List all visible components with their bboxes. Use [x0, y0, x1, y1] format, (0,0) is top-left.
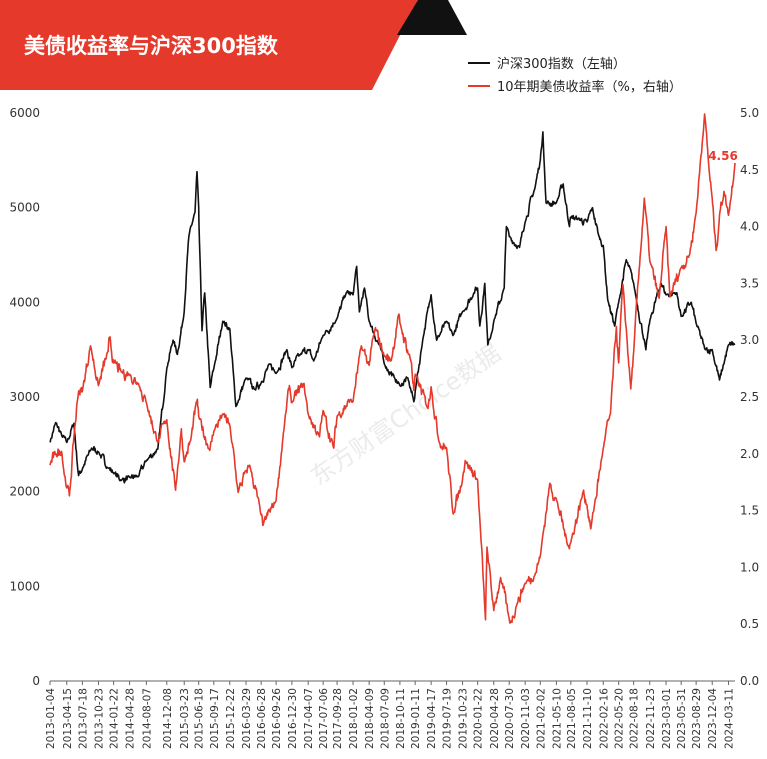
y-right-tick-label: 3.5: [740, 276, 759, 290]
y-right-tick-label: 2.0: [740, 447, 759, 461]
series-line-csi300: [49, 131, 736, 484]
title-banner-shape: [0, 0, 418, 90]
x-tick-label: 2018-10-11: [395, 688, 407, 749]
chart-title: 美债收益率与沪深300指数: [24, 34, 279, 58]
x-tick-label: 2021-02-02: [535, 688, 547, 749]
legend: 沪深300指数（左轴） 10年期美债收益率（%，右轴）: [468, 56, 682, 95]
x-tick-label: 2014-12-08: [162, 688, 174, 749]
x-tick-label: 2016-09-26: [271, 688, 283, 749]
x-tick-label: 2014-01-22: [109, 688, 121, 749]
x-tick-label: 2013-04-15: [62, 688, 74, 749]
x-tick-label: 2020-01-22: [473, 688, 485, 749]
title-corner-triangle: [397, 0, 467, 35]
y-right-tick-label: 5.0: [740, 106, 759, 120]
x-tick-label: 2022-11-23: [645, 688, 657, 749]
y-right-tick-label: 4.0: [740, 220, 759, 234]
x-tick-label: 2015-03-23: [179, 688, 191, 749]
y-right-tick-label: 0.5: [740, 617, 759, 631]
y-right-tick-label: 0.0: [740, 674, 759, 688]
x-tick-label: 2022-02-16: [598, 688, 610, 749]
y-left-tick-label: 3000: [9, 390, 40, 404]
x-tick-label: 2013-07-18: [77, 688, 89, 749]
x-tick-label: 2015-06-18: [194, 688, 206, 749]
legend-label-left: 沪深300指数（左轴）: [497, 56, 626, 72]
axes: 0 1000 2000 3000 4000 5000 6000 0.0 0.5 1.0 1.5 2.0…: [9, 106, 759, 749]
x-tick-label: 2013-10-23: [94, 688, 106, 749]
watermark: 东方财富Choice数据: [305, 339, 506, 491]
x-tick-label: 2024-03-11: [724, 688, 736, 749]
title-banner: 美债收益率与沪深300指数: [0, 0, 467, 90]
y-right-tick-label: 4.5: [740, 163, 759, 177]
y-right-tick-label: 1.5: [740, 504, 759, 518]
x-tick-label: 2016-06-28: [256, 688, 268, 749]
y-left-tick-label: 2000: [9, 485, 40, 499]
series-line-us10y: [49, 113, 736, 624]
x-tick-label: 2020-04-28: [489, 688, 501, 749]
y-right-tick-label: 1.0: [740, 560, 759, 574]
x-tick-label: 2017-09-28: [332, 688, 344, 749]
x-tick-label: 2022-05-20: [614, 688, 626, 749]
x-tick-label: 2023-05-31: [676, 688, 688, 749]
x-tick-label: 2021-08-05: [566, 688, 578, 749]
y-left-tick-label: 4000: [9, 295, 40, 309]
x-tick-label: 2015-12-22: [225, 688, 237, 749]
x-tick-label: 2020-11-03: [520, 688, 532, 749]
y-right-tick-label: 3.0: [740, 333, 759, 347]
y-left-tick-label: 0: [32, 674, 40, 688]
x-tick-label: 2015-09-17: [209, 688, 221, 749]
plot-area: [49, 113, 736, 624]
x-tick-label: 2018-04-09: [364, 688, 376, 749]
data-labels: 4.56: [708, 149, 738, 163]
x-tick-label: 2019-07-19: [442, 688, 454, 749]
x-tick-label: 2016-03-29: [241, 688, 253, 749]
y-left-tick-label: 1000: [9, 579, 40, 593]
x-tick-label: 2019-10-23: [458, 688, 470, 749]
x-tick-label: 2019-04-17: [426, 688, 438, 749]
legend-label-right: 10年期美债收益率（%，右轴）: [497, 79, 682, 95]
x-tick-label: 2016-12-30: [287, 688, 299, 749]
x-tick-label: 2017-07-06: [318, 688, 330, 749]
x-tick-label: 2023-08-29: [691, 688, 703, 749]
x-tick-label: 2021-11-10: [582, 688, 594, 749]
end-value-label: 4.56: [708, 149, 738, 163]
x-tick-label: 2021-05-10: [551, 688, 563, 749]
x-tick-label: 2013-01-04: [45, 688, 57, 749]
x-tick-label: 2019-01-11: [410, 688, 422, 749]
y-left-tick-label: 5000: [9, 201, 40, 215]
x-tick-label: 2023-12-04: [707, 688, 719, 749]
x-tick-label: 2020-07-30: [504, 688, 516, 749]
x-tick-label: 2022-08-18: [629, 688, 641, 749]
x-tick-label: 2014-08-07: [141, 688, 153, 749]
x-tick-label: 2017-04-07: [303, 688, 315, 749]
y-right-tick-label: 2.5: [740, 390, 759, 404]
y-left-tick-label: 6000: [9, 106, 40, 120]
x-tick-label: 2014-04-28: [125, 688, 137, 749]
x-tick-label: 2018-01-02: [348, 688, 360, 749]
x-tick-label: 2023-03-01: [661, 688, 673, 749]
x-tick-label: 2018-07-09: [379, 688, 391, 749]
